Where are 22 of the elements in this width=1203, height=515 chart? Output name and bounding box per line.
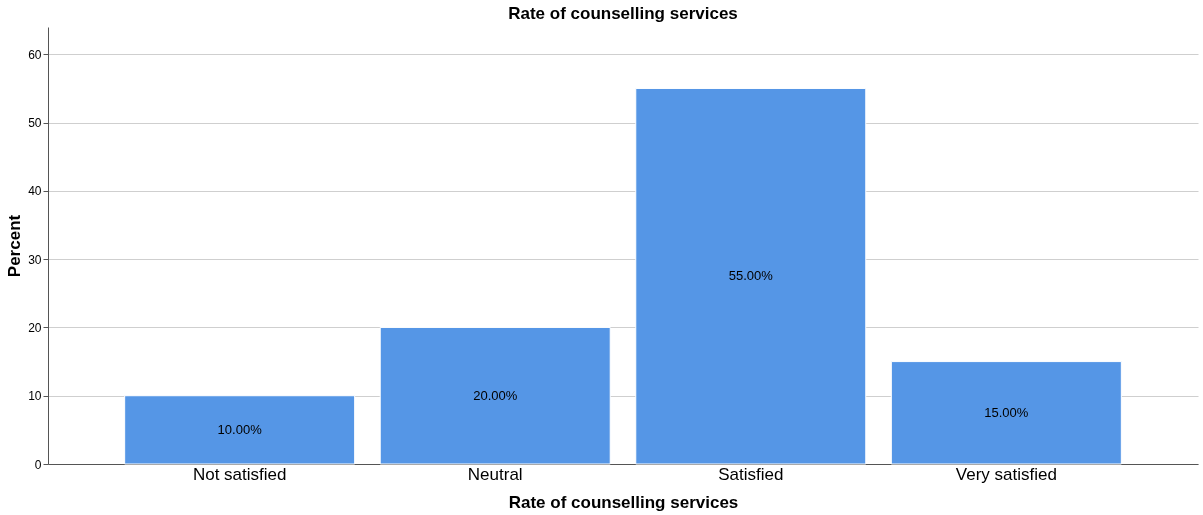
data-label: 55.00% (728, 268, 774, 284)
y-tick-label: 30 (28, 252, 42, 267)
data-label: 20.00% (473, 387, 518, 403)
bar (379, 326, 611, 465)
x-tick-label: Neutral (467, 464, 523, 484)
bar (635, 87, 867, 465)
x-axis-title: Rate of counselling services (508, 492, 739, 512)
y-tick-label: 50 (28, 116, 42, 131)
y-tick-label: 60 (28, 47, 42, 62)
y-tick-label: 10 (28, 389, 42, 404)
y-tick-label: 40 (28, 184, 42, 199)
x-tick-label: Not satisfied (192, 464, 287, 484)
y-tick-label: 0 (34, 457, 42, 472)
data-label: 15.00% (984, 404, 1029, 420)
x-tick-label: Very satisfied (955, 464, 1057, 484)
x-tick-label: Satisfied (718, 464, 784, 484)
y-tick-label: 20 (28, 320, 42, 335)
bar (124, 395, 356, 465)
y-axis-title: Percent (5, 214, 25, 278)
bar (890, 361, 1122, 465)
data-label: 10.00% (217, 421, 263, 437)
chart-title: Rate of counselling services (508, 4, 738, 23)
